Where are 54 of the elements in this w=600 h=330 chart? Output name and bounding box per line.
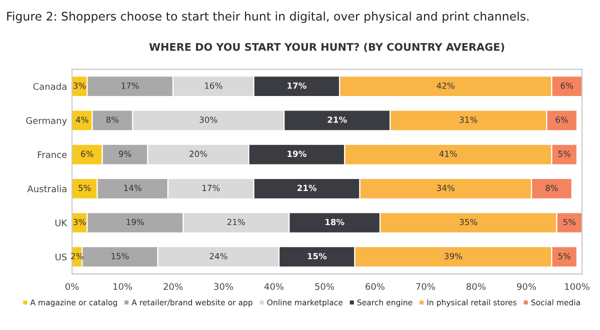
y-tick-label: France xyxy=(38,151,67,158)
y-tick-label: UK xyxy=(55,220,68,226)
data-label: 34% xyxy=(437,184,454,192)
data-label: 31% xyxy=(460,116,478,123)
x-tick-label: 20% xyxy=(164,283,183,290)
data-label: 8% xyxy=(106,116,119,123)
data-label: 5% xyxy=(563,218,576,226)
data-label: 8% xyxy=(546,184,558,192)
data-label: 15% xyxy=(308,252,327,260)
data-label: 6% xyxy=(560,82,573,89)
data-label: 24% xyxy=(210,252,228,260)
x-tick-label: 80% xyxy=(466,283,486,290)
data-label: 14% xyxy=(124,184,142,192)
data-label: 15% xyxy=(112,252,129,260)
data-label: 19% xyxy=(126,218,144,226)
data-label: 3% xyxy=(74,218,86,226)
data-label: 41% xyxy=(439,150,457,157)
y-tick-label: US xyxy=(56,254,67,260)
data-label: 20% xyxy=(190,150,208,157)
data-label: 21% xyxy=(328,116,347,123)
data-label: 17% xyxy=(122,82,139,89)
data-label: 17% xyxy=(202,184,220,192)
x-tick-label: 100% xyxy=(565,283,590,290)
x-tick-label: 50% xyxy=(315,283,334,290)
data-label: 39% xyxy=(444,252,462,260)
y-tick-label: Canada xyxy=(33,82,66,90)
data-label: 4% xyxy=(76,116,88,123)
data-label: 5% xyxy=(78,184,91,192)
x-tick-label: 30% xyxy=(214,283,234,290)
data-label: 21% xyxy=(227,218,245,226)
x-tick-label: 90% xyxy=(516,283,536,290)
data-label: 3% xyxy=(74,82,86,89)
data-label: 5% xyxy=(558,252,570,260)
data-label: 6% xyxy=(81,150,94,157)
data-label: 42% xyxy=(436,82,454,89)
data-label: 30% xyxy=(200,116,218,123)
data-label: 17% xyxy=(288,82,306,89)
data-label: 6% xyxy=(556,116,568,123)
y-tick-label: Australia xyxy=(27,185,66,192)
data-label: 18% xyxy=(326,218,344,226)
x-tick-label: 10% xyxy=(113,283,132,290)
data-label: 35% xyxy=(460,218,478,226)
data-label: 9% xyxy=(118,150,132,157)
chart-subtitle: WHERE DO YOU START YOUR HUNT? (BY COUNTRY AVERAGE) xyxy=(149,42,504,52)
data-label: 5% xyxy=(558,150,570,157)
data-label: 19% xyxy=(288,150,306,157)
x-tick-label: 0% xyxy=(65,283,79,290)
data-label: 16% xyxy=(205,82,222,89)
y-tick-label: Germany xyxy=(26,117,67,126)
x-tick-label: 40% xyxy=(264,283,284,290)
x-tick-label: 70% xyxy=(416,283,435,290)
chart-title: Figure 2: Shoppers choose to start their hunt in digital, over physical and print channels. xyxy=(7,12,529,23)
x-tick-label: 60% xyxy=(366,283,385,290)
data-label: 21% xyxy=(297,184,317,192)
